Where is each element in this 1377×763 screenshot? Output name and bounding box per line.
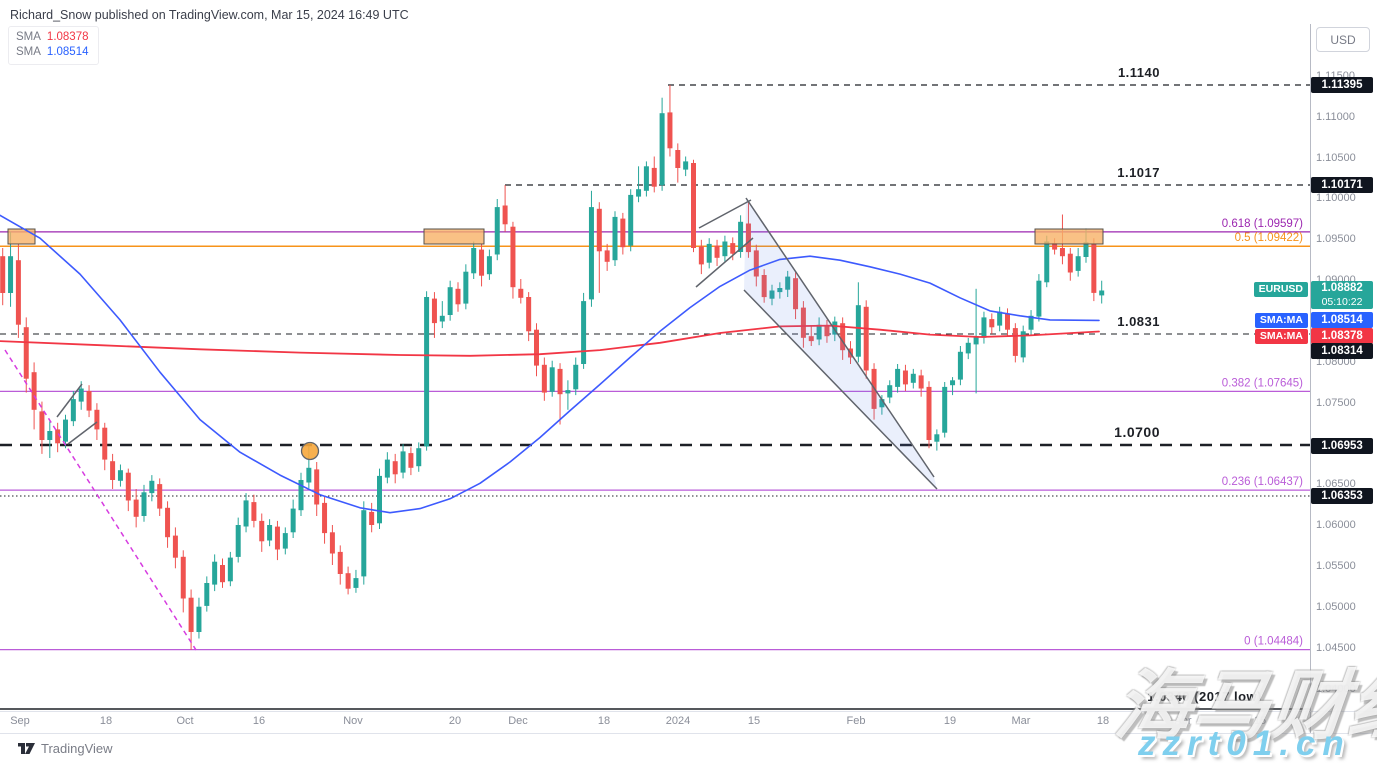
tradingview-label: TradingView [41,741,113,756]
time-axis-border-bottom [0,733,1377,734]
currency-toggle-button[interactable]: USD [1316,27,1370,52]
svg-text:0.5 (1.09422): 0.5 (1.09422) [1235,232,1304,244]
sma-chip: SMA:MA [1254,328,1308,344]
legend-label: SMA [16,31,41,43]
svg-text:0.618 (1.09597): 0.618 (1.09597) [1222,218,1303,230]
time-tick-label: Apr [1174,715,1192,727]
price-tick-label: 1.09500 [1316,233,1356,246]
price-tick-label: 1.06000 [1316,519,1356,532]
time-tick-label: 20 [448,715,462,727]
svg-text:1.0340 (2017 low): 1.0340 (2017 low) [1147,689,1262,704]
time-tick-label: Oct [176,715,194,727]
sma-chip: SMA:MA [1254,312,1308,328]
indicator-legend[interactable]: SMA 1.08378 SMA 1.08514 [8,26,99,65]
price-tick-label: 1.04500 [1316,641,1356,654]
price-level-badge: 1.10171 [1311,177,1373,193]
time-tick-label: Feb [846,715,866,727]
legend-value: 1.08514 [46,46,89,58]
svg-text:1.1017: 1.1017 [1117,165,1160,180]
svg-text:0 (1.04484): 0 (1.04484) [1244,636,1303,648]
price-tick-label: 1.05500 [1316,560,1356,573]
svg-text:0.382 (1.07645): 0.382 (1.07645) [1222,377,1303,389]
time-tick-label: Sep [10,715,30,727]
current-price-badge: 1.08882 05:10:22 [1311,281,1373,309]
svg-text:1.0700: 1.0700 [1114,424,1160,440]
tradingview-logo-icon [18,743,35,754]
time-tick-label: Nov [343,715,363,727]
time-tick-label: 19 [943,715,957,727]
price-scale-separator [1310,24,1311,733]
svg-text:0.236 (1.06437): 0.236 (1.06437) [1222,476,1303,488]
price-level-badge: 1.08514 [1311,312,1373,328]
price-level-badge: 1.08314 [1311,343,1373,359]
publish-byline: Richard_Snow published on TradingView.co… [10,8,409,22]
tradingview-attribution[interactable]: TradingView [18,741,113,756]
symbol-chip: EURUSD [1253,281,1308,297]
price-tick-label: 1.06500 [1316,478,1356,491]
time-tick-label: 15 [747,715,761,727]
svg-text:1.0831: 1.0831 [1117,314,1160,329]
legend-label: SMA [16,46,41,58]
time-tick-label: 16 [252,715,266,727]
legend-value: 1.08378 [46,31,89,43]
price-tick-label: 1.05000 [1316,600,1356,613]
legend-row-sma-slow: SMA 1.08378 [16,30,89,45]
time-tick-label: 18 [1096,715,1110,727]
time-tick-label: 15 [1253,715,1267,727]
time-tick-label: 18 [597,715,611,727]
chart-pane[interactable]: 1.1140 1.1017 1.0831 1.0700 1.0340 (2017 low… [0,0,1310,735]
svg-text:1.1140: 1.1140 [1118,65,1160,80]
legend-row-sma-fast: SMA 1.08514 [16,45,89,60]
time-tick-label: 18 [99,715,113,727]
time-tick-label: 2024 [665,715,691,727]
price-tick-label: 1.11000 [1316,110,1355,123]
price-tick-label: 1.04000 [1316,682,1356,695]
time-tick-label: Dec [508,715,528,727]
time-tick-label: Mar [1011,715,1031,727]
price-tick-label: 1.10500 [1316,151,1356,164]
price-level-badge: 1.08378 [1311,328,1373,344]
site-watermark-url: zzrt01.cn [1138,724,1351,763]
price-tick-label: 1.07500 [1316,396,1356,409]
price-level-badge: 1.06353 [1311,488,1373,504]
price-level-badge: 1.06953 [1311,438,1373,454]
price-tick-label: 1.10000 [1316,192,1356,205]
price-level-badge: 1.11395 [1311,77,1373,93]
time-axis-border-top [0,711,1377,712]
